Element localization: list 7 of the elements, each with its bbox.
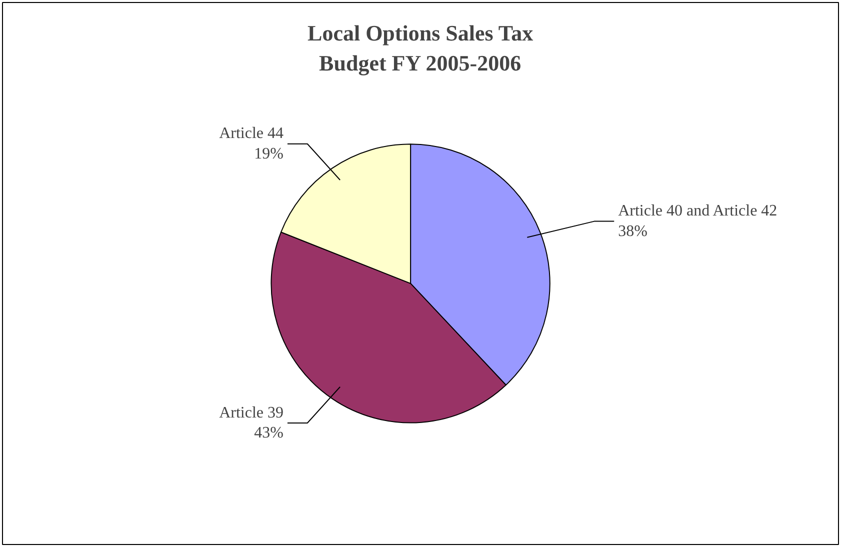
- chart-title: Local Options Sales Tax Budget FY 2005-2006: [308, 20, 534, 76]
- slice-label: Article 39: [219, 404, 284, 422]
- data-label: 38%: [618, 223, 648, 240]
- slice-label: Article 44: [219, 125, 284, 142]
- data-label: 43%: [254, 424, 284, 442]
- slice-label: Article 40 and Article 42: [618, 202, 778, 220]
- data-label: 19%: [254, 146, 284, 163]
